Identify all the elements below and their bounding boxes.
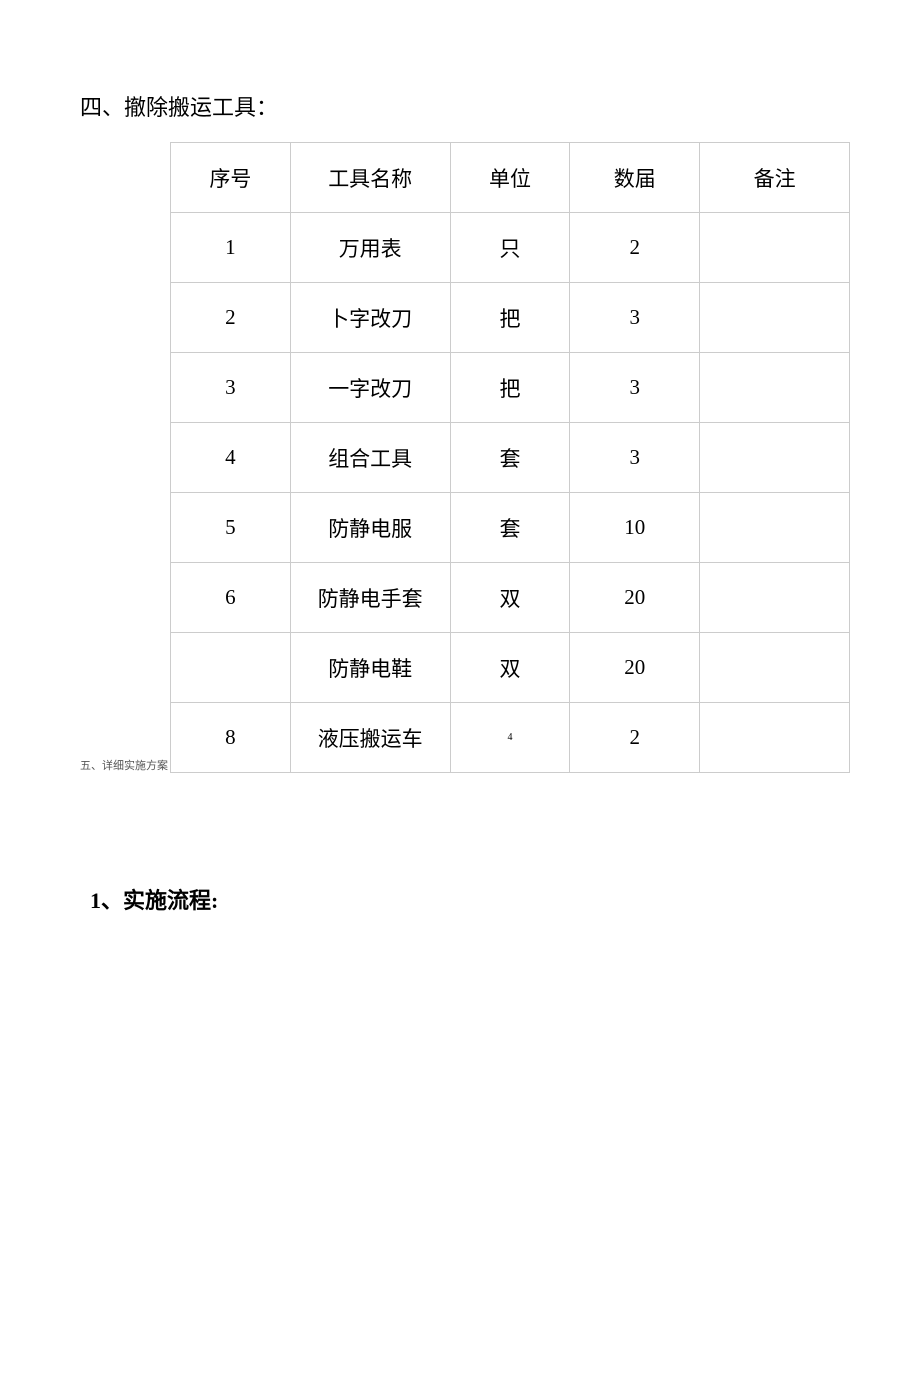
cell-name: 防静电服	[290, 493, 450, 563]
cell-qty: 3	[570, 283, 700, 353]
table-header-row: 序号 工具名称 单位 数届 备注	[171, 143, 850, 213]
col-header-note: 备注	[700, 143, 850, 213]
cell-qty: 2	[570, 213, 700, 283]
table-row: 5 防静电服 套 10	[171, 493, 850, 563]
table-wrapper: 序号 工具名称 单位 数届 备注 1 万用表 只 2 2 卜字改刀 把 3	[170, 142, 840, 773]
table-row: 2 卜字改刀 把 3	[171, 283, 850, 353]
cell-name: 组合工具	[290, 423, 450, 493]
cell-note	[700, 353, 850, 423]
cell-seq: 6	[171, 563, 291, 633]
side-annotation: 五、详细实施方案	[80, 757, 168, 773]
cell-note	[700, 213, 850, 283]
tools-table: 序号 工具名称 单位 数届 备注 1 万用表 只 2 2 卜字改刀 把 3	[170, 142, 850, 773]
col-header-unit: 单位	[450, 143, 570, 213]
cell-name: 卜字改刀	[290, 283, 450, 353]
cell-note	[700, 493, 850, 563]
cell-unit: 套	[450, 493, 570, 563]
cell-note	[700, 633, 850, 703]
table-row: 6 防静电手套 双 20	[171, 563, 850, 633]
cell-unit: 只	[450, 213, 570, 283]
cell-unit: 双	[450, 563, 570, 633]
cell-unit: 双	[450, 633, 570, 703]
col-header-name: 工具名称	[290, 143, 450, 213]
cell-qty: 20	[570, 563, 700, 633]
table-row: 1 万用表 只 2	[171, 213, 850, 283]
cell-seq: 8	[171, 703, 291, 773]
cell-note	[700, 283, 850, 353]
section-title: 四、撤除搬运工具：	[80, 90, 840, 122]
cell-seq: 2	[171, 283, 291, 353]
cell-qty: 2	[570, 703, 700, 773]
cell-name: 一字改刀	[290, 353, 450, 423]
cell-name: 防静电鞋	[290, 633, 450, 703]
cell-qty: 10	[570, 493, 700, 563]
cell-note	[700, 423, 850, 493]
cell-unit: 4	[450, 703, 570, 773]
cell-unit: 把	[450, 353, 570, 423]
cell-seq: 1	[171, 213, 291, 283]
table-row: 8 液压搬运车 4 2	[171, 703, 850, 773]
table-row: 3 一字改刀 把 3	[171, 353, 850, 423]
cell-seq: 4	[171, 423, 291, 493]
table-row: 4 组合工具 套 3	[171, 423, 850, 493]
cell-note	[700, 703, 850, 773]
sub-heading: 1、实施流程:	[90, 883, 840, 915]
table-row: 防静电鞋 双 20	[171, 633, 850, 703]
cell-qty: 3	[570, 423, 700, 493]
cell-seq: 3	[171, 353, 291, 423]
cell-unit: 套	[450, 423, 570, 493]
cell-note	[700, 563, 850, 633]
cell-seq: 5	[171, 493, 291, 563]
col-header-qty: 数届	[570, 143, 700, 213]
cell-unit: 把	[450, 283, 570, 353]
cell-name: 万用表	[290, 213, 450, 283]
col-header-seq: 序号	[171, 143, 291, 213]
cell-name: 液压搬运车	[290, 703, 450, 773]
cell-qty: 20	[570, 633, 700, 703]
cell-seq	[171, 633, 291, 703]
cell-name: 防静电手套	[290, 563, 450, 633]
cell-qty: 3	[570, 353, 700, 423]
